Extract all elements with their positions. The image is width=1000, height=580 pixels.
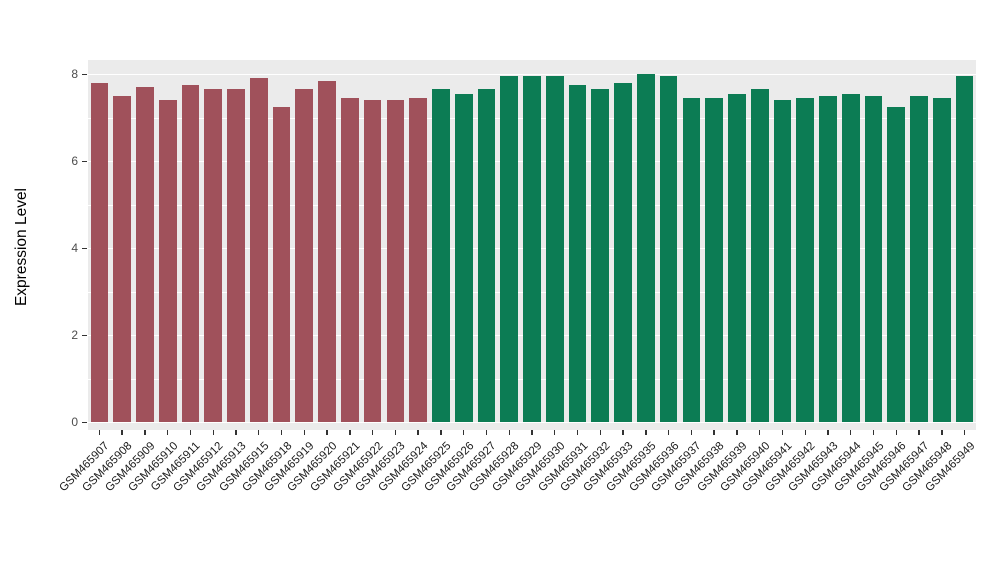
bar [545,76,564,422]
y-axis-tick [82,335,87,337]
y-tick-label: 6 [71,154,78,168]
x-axis-tick [667,430,670,435]
bar [295,89,314,422]
x-axis-tick [576,430,579,435]
gridline-major [88,74,976,76]
y-axis-tick [82,161,87,163]
x-axis-tick [212,430,214,435]
x-axis-tick [98,430,101,435]
bar [910,95,928,422]
x-axis-tick [895,430,897,435]
y-tick-label: 4 [71,241,78,255]
x-axis-tick [485,430,488,435]
y-axis-tick [82,74,87,76]
x-axis-tick [166,430,169,435]
x-axis-tick [690,430,693,435]
x-axis-tick [645,430,647,435]
bar [728,93,746,422]
x-axis-tick [326,430,328,435]
gridline-major [88,422,976,424]
bar [773,100,792,422]
x-axis-tick [303,430,305,435]
x-axis-tick [417,430,419,435]
x-axis-tick [827,430,829,435]
x-axis-tick [918,430,920,435]
bar [591,89,610,422]
bar [614,82,632,422]
x-axis-tick [941,430,943,435]
bar [568,84,587,422]
bar [682,97,701,422]
bar [204,89,223,422]
x-axis-tick [394,430,397,435]
y-tick-label: 2 [71,328,78,342]
x-axis-tick [258,430,260,435]
bar [113,95,132,422]
x-axis-tick [440,430,442,435]
x-axis-tick [781,430,784,435]
x-axis-tick [622,430,624,435]
bar [249,78,268,422]
x-axis-tick [713,430,715,435]
bar [318,80,336,422]
bar [181,84,200,422]
bar [887,106,906,422]
x-axis-tick [850,430,852,435]
x-axis-tick [462,430,465,435]
bar [340,97,359,422]
y-tick-label: 0 [71,415,78,429]
x-axis-tick [736,430,738,435]
bar [796,97,815,422]
bar [386,100,405,422]
x-axis-tick [371,430,374,435]
y-axis-tick [82,422,87,424]
bar [500,76,519,422]
bar [272,106,291,422]
x-axis-tick [758,430,761,435]
x-axis-tick [804,430,806,435]
bar [864,95,883,422]
x-axis-tick [508,430,510,435]
x-axis-tick [599,430,601,435]
bar [136,87,154,422]
bar [432,89,450,422]
bar [659,76,678,422]
x-axis-tick [144,430,146,435]
x-axis-tick [189,430,192,435]
x-axis-tick [280,430,283,435]
bar [454,93,473,422]
bar [841,93,860,422]
bar [409,97,428,422]
plot-panel [88,60,976,430]
bar [705,97,724,422]
bar [158,100,177,422]
bar [523,76,541,422]
bar [227,89,245,422]
x-axis-tick [121,430,123,435]
bar [90,82,109,422]
bar [750,89,769,422]
x-axis-tick [963,430,966,435]
bar [363,100,382,422]
y-tick-label: 8 [71,67,78,81]
bar [955,76,974,422]
x-axis-tick [554,430,556,435]
y-axis-tick [82,248,87,250]
x-axis-tick [872,430,875,435]
bar [477,89,496,422]
x-axis-tick [349,430,351,435]
bar [819,95,837,422]
x-axis-tick [531,430,533,435]
bar [636,74,655,422]
x-axis-tick [235,430,237,435]
bar [932,97,951,422]
